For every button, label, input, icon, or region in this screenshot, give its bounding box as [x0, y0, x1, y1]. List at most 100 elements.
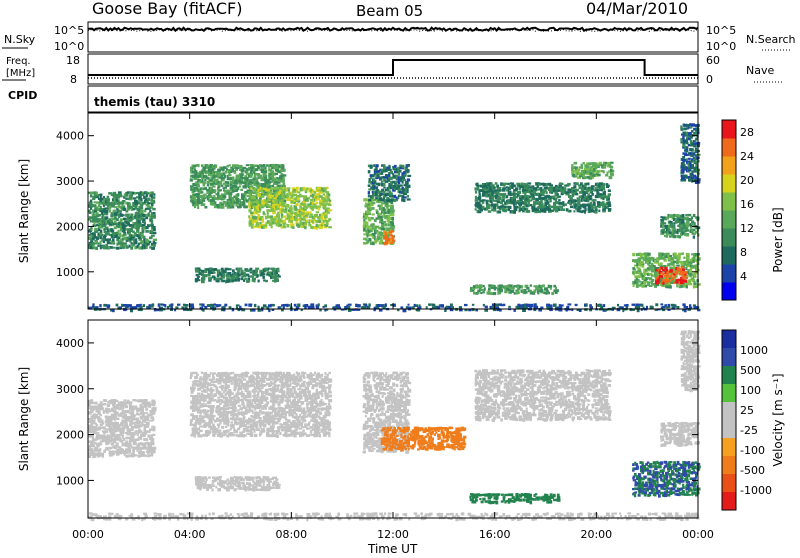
power-cells-cell: [380, 239, 384, 241]
power-cells-cell: [100, 241, 102, 244]
power-cells-cell: [643, 281, 646, 284]
power-cells-cell: [685, 267, 687, 270]
power-cells-cell: [491, 203, 493, 206]
power-cells-cell: [548, 292, 550, 295]
power-cells-cell: [271, 226, 273, 228]
power-cells-cell: [145, 230, 149, 233]
power-cells-cell: [372, 217, 374, 219]
power-cells-cell: [610, 169, 613, 173]
power-cells-cell: [151, 198, 153, 201]
power-colorbar-tick: 20: [740, 174, 754, 187]
freq-tick-left-top: 18: [66, 54, 80, 67]
power-cells-cell: [586, 166, 590, 168]
power-cells-cell: [246, 269, 250, 272]
power-cells-cell: [690, 265, 692, 267]
power-cells-cell: [283, 216, 286, 218]
vel-cells-cell: [105, 440, 107, 443]
power-cells-cell: [693, 281, 695, 284]
power-cells-cell: [328, 204, 331, 206]
power-cells-cell: [530, 290, 532, 293]
power-cells-cell: [686, 140, 688, 143]
power-cells-cell: [292, 211, 294, 214]
power-cells-cell: [473, 291, 475, 294]
power-cells-cell: [375, 209, 378, 211]
power-cells-cell: [268, 268, 270, 270]
vel-cells-cell: [99, 443, 102, 446]
vel-cells-cell: [96, 432, 100, 434]
power-cells-cell: [610, 166, 613, 169]
power-cells-cell: [225, 171, 228, 174]
power-cells-cell: [123, 218, 127, 220]
power-cells-cell: [603, 170, 605, 173]
power-cells-cell: [542, 203, 544, 206]
power-cells-cell: [120, 226, 122, 229]
power-cells-cell: [118, 230, 120, 232]
vel-cells-cell: [118, 446, 122, 448]
vel-cells-cell: [90, 418, 93, 421]
power-cells-cell: [246, 164, 250, 166]
vel-cells-cell: [143, 428, 146, 431]
vel-cells-cell: [150, 453, 153, 456]
power-cells-cell: [370, 165, 373, 169]
vel-cells-cell: [141, 451, 145, 454]
vel-cells-cell: [145, 408, 148, 411]
power-cells-cell: [132, 238, 134, 241]
power-cells-cell: [328, 200, 331, 202]
power-cells-cell: [318, 207, 321, 210]
power-cells-cell: [575, 304, 578, 306]
power-cells-cell: [262, 224, 265, 226]
vel-cells-cell: [152, 400, 155, 404]
power-cells-cell: [153, 200, 155, 203]
vel-cells-cell: [197, 393, 200, 395]
power-cells-cell: [184, 306, 187, 308]
power-cells-cell: [691, 123, 695, 126]
vel-cells-cell: [152, 418, 154, 421]
power-cells-cell: [660, 303, 663, 305]
power-cells-cell: [130, 195, 132, 198]
power-cells-cell: [593, 199, 597, 201]
power-cells-cell: [390, 304, 393, 306]
power-cells-cell: [270, 188, 274, 191]
power-cells-cell: [105, 210, 108, 213]
power-cells-cell: [376, 164, 379, 167]
vel-cells-cell: [138, 429, 141, 431]
power-cells-cell: [236, 304, 240, 306]
power-cells-cell: [109, 210, 112, 213]
vel-cells-cell: [129, 448, 131, 451]
vel-cells-cell: [199, 422, 202, 425]
power-cells-cell: [284, 210, 287, 213]
vel-cells-cell: [144, 399, 148, 402]
power-cells-cell: [263, 304, 267, 307]
power-cells-cell: [508, 306, 511, 308]
power-cells-cell: [609, 176, 613, 179]
vel-cells-cell: [114, 399, 117, 402]
power-cells-cell: [553, 289, 555, 292]
power-cells-cell: [546, 191, 548, 194]
vel-cells-cell: [107, 408, 111, 410]
power-cells-cell: [682, 162, 685, 165]
power-cells-cell: [632, 304, 636, 306]
power-cells-cell: [110, 246, 113, 249]
power-cells-cell: [99, 234, 101, 236]
power-cells-cell: [290, 205, 292, 208]
power-cells-cell: [305, 206, 308, 209]
power-cells-cell: [555, 292, 558, 294]
power-cells-cell: [504, 195, 506, 198]
vel-cells-cell: [99, 448, 101, 451]
power-cells-cell: [321, 226, 324, 229]
power-cells-cell: [268, 183, 271, 185]
power-cells-cell: [138, 237, 141, 239]
power-cells-cell: [225, 268, 229, 271]
power-cells-cell: [306, 198, 308, 201]
power-cells-cell: [112, 239, 115, 242]
power-cells-cell: [569, 210, 571, 212]
power-cells-cell: [224, 190, 226, 193]
vel-cells-cell: [203, 405, 205, 407]
power-cells-cell: [224, 270, 226, 273]
power-cells-cell: [498, 187, 501, 190]
power-cells-cell: [130, 304, 132, 307]
vel-cells-cell: [118, 437, 121, 439]
power-cells-cell: [530, 304, 533, 308]
vel-cells-cell: [125, 410, 127, 413]
